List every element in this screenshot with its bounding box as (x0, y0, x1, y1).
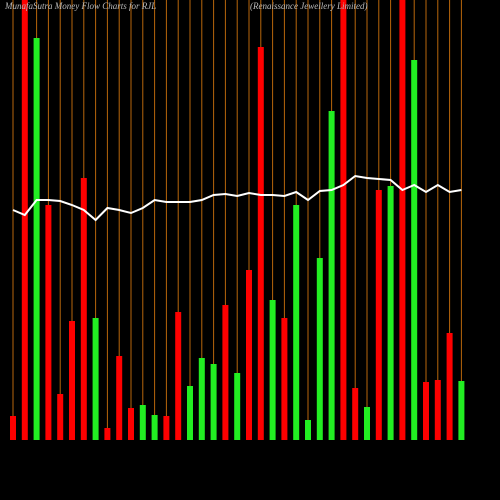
bar (104, 428, 111, 440)
bar (57, 394, 64, 440)
bar (411, 60, 418, 440)
bar (80, 178, 87, 440)
chart-subtitle: (Renaissance Jewellery Limited) (250, 1, 367, 11)
bar (352, 388, 359, 440)
bar (375, 190, 382, 440)
bar (387, 186, 394, 440)
bar (198, 358, 205, 440)
bar (446, 333, 453, 440)
bar (33, 38, 40, 440)
bar (45, 205, 52, 440)
bar (10, 416, 16, 440)
bar (399, 0, 406, 440)
bar (163, 416, 170, 440)
bar (458, 381, 465, 440)
bar (281, 318, 288, 440)
bar (187, 386, 193, 440)
bar (210, 364, 217, 440)
bar (423, 382, 429, 440)
bar (328, 111, 335, 440)
bar (269, 300, 276, 440)
bar (364, 407, 370, 440)
bar (128, 408, 134, 440)
money-flow-line (12, 174, 462, 222)
bar (257, 47, 264, 440)
bar (293, 205, 300, 440)
bar (340, 0, 347, 440)
bar (222, 305, 229, 440)
bar (246, 270, 252, 440)
bar (151, 415, 158, 440)
chart-title: MunafaSutra Money Flow Charts for RJL (4, 1, 156, 11)
bar (434, 380, 441, 440)
bar (92, 318, 99, 440)
bar (305, 420, 311, 440)
bar (234, 373, 241, 440)
bar (316, 258, 323, 440)
bar (139, 405, 146, 440)
bar (21, 0, 28, 440)
bar (175, 312, 182, 440)
bar (69, 321, 75, 440)
plot (10, 0, 465, 440)
bar (116, 356, 123, 440)
